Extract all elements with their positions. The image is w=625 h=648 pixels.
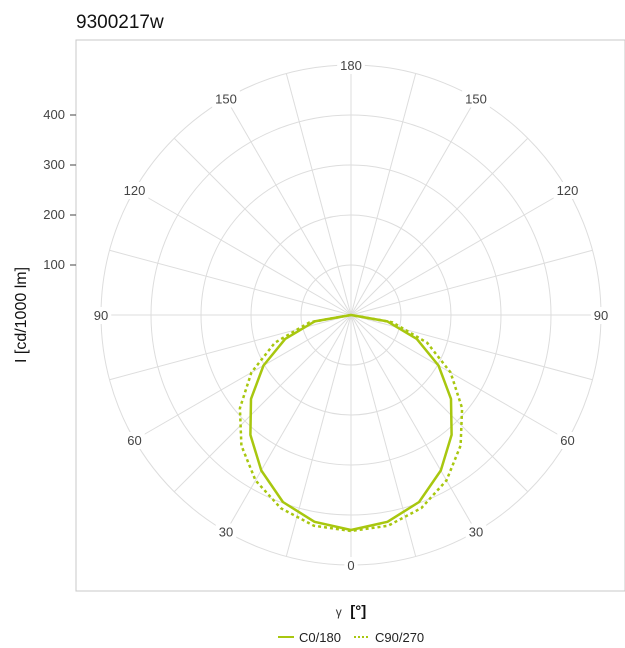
grid-spoke (350, 73, 417, 316)
grid-spoke (350, 314, 477, 532)
legend-label-c90-270: C90/270 (375, 630, 424, 645)
angle-label: 150 (465, 91, 487, 106)
grid-spoke (225, 314, 352, 532)
angle-label-bg (557, 432, 578, 449)
grid-spoke (285, 73, 352, 316)
grid-spoke (350, 314, 593, 381)
angle-label-bg (553, 182, 582, 199)
x-axis-unit: [°] (350, 603, 366, 620)
angle-label-bg (465, 523, 487, 541)
angle-label: 120 (124, 183, 146, 198)
grid-spoke (173, 137, 352, 316)
radial-tick-label: 300 (43, 157, 65, 172)
radial-tick-label: 100 (43, 257, 65, 272)
angle-label: 120 (557, 183, 579, 198)
series-line-c0-180 (249, 313, 453, 532)
chart-title: 9300217w (76, 12, 164, 33)
angle-label-bg (337, 57, 365, 74)
y-axis-label: I [cd/1000 lm] (13, 267, 30, 363)
angle-label-bg (590, 307, 612, 324)
angle-label: 150 (215, 91, 237, 106)
legend-label-c0-180: C0/180 (299, 630, 341, 645)
grid-spoke (225, 98, 352, 316)
angle-label: 30 (469, 525, 483, 540)
angle-label: 30 (219, 525, 233, 540)
angle-label: 90 (94, 308, 108, 323)
angle-label: 60 (560, 433, 574, 448)
angle-label: 180 (340, 58, 362, 73)
angle-label-bg (90, 307, 112, 324)
angle-label-bg (344, 557, 358, 574)
x-axis-symbol: γ (336, 605, 342, 619)
grid-spoke (173, 314, 352, 493)
angle-label-bg (124, 432, 145, 449)
angle-labels: 180 150 150 120 120 90 90 60 60 30 30 0 (90, 57, 612, 574)
grid-spoke (350, 249, 593, 316)
grid-spoke (350, 314, 568, 441)
radial-labels: 100 200 300 400 (43, 107, 76, 272)
grid-spoke (350, 137, 529, 316)
grid-spoke (350, 98, 477, 316)
legend: C0/180 C90/270 (278, 630, 424, 645)
angle-label-bg (120, 182, 149, 199)
x-axis-label: γ [°] (336, 603, 366, 620)
angle-label: 60 (127, 433, 141, 448)
series-line-c90-270 (238, 313, 464, 533)
angle-label-bg (212, 90, 240, 108)
grid-spoke (350, 314, 529, 493)
series-lines (238, 313, 464, 533)
angle-label-bg (462, 90, 490, 108)
radial-tick-label: 200 (43, 207, 65, 222)
radial-tick-label: 400 (43, 107, 65, 122)
angle-label: 0 (347, 558, 354, 573)
grid-spoke (109, 314, 352, 381)
grid-spoke (109, 249, 352, 316)
grid-spoke (350, 189, 568, 316)
angle-label-bg (215, 523, 237, 541)
grid-spoke (134, 314, 352, 441)
grid-spoke (134, 189, 352, 316)
angle-label: 90 (594, 308, 608, 323)
